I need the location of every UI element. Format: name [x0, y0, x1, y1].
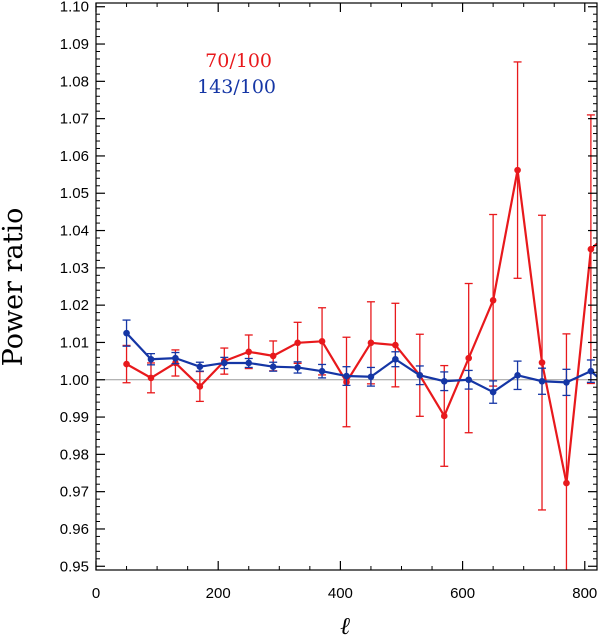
legend-entry-series-2: 143/100 [197, 76, 276, 98]
data-point [489, 297, 497, 304]
y-tick-label: 1.03 [60, 260, 89, 277]
data-point [538, 377, 546, 385]
y-tick-label: 0.98 [60, 446, 89, 463]
data-point [440, 377, 448, 385]
x-tick-label: 600 [450, 585, 475, 602]
data-point [514, 371, 521, 379]
data-point [489, 388, 497, 396]
data-point [343, 372, 350, 380]
data-point [514, 166, 521, 174]
data-point [440, 412, 448, 420]
y-tick-label: 1.06 [60, 148, 89, 165]
data-point [392, 341, 399, 349]
series-layer [122, 61, 597, 570]
data-point [465, 354, 472, 362]
x-tick-label: 800 [572, 585, 597, 602]
x-tick-label: 0 [92, 585, 100, 602]
data-point [465, 376, 472, 384]
data-point [318, 338, 326, 345]
y-tick-label: 0.96 [60, 521, 89, 538]
y-tick-label: 0.99 [60, 409, 89, 426]
y-tick-label: 0.97 [60, 484, 89, 501]
data-point [245, 359, 253, 367]
data-point [196, 363, 204, 371]
data-point [587, 245, 595, 253]
data-point [416, 371, 424, 379]
data-point [196, 383, 204, 390]
data-point [123, 329, 130, 337]
series-line [126, 169, 597, 485]
data-point [563, 379, 570, 386]
data-point [123, 360, 130, 368]
x-tick-label: 200 [206, 585, 231, 602]
series-2 [122, 319, 597, 404]
data-point [538, 359, 546, 366]
data-point [221, 359, 228, 367]
data-point [587, 367, 595, 375]
data-point [367, 339, 375, 347]
y-tick-label: 1.07 [60, 111, 89, 128]
plot-frame [95, 2, 598, 571]
x-axis-title: ℓ [340, 612, 350, 639]
data-point [367, 373, 375, 381]
data-point [392, 355, 399, 363]
y-tick-label: 1.04 [60, 223, 89, 240]
y-tick-label: 1.00 [60, 372, 89, 389]
y-axis-title: Power ratio [0, 208, 29, 367]
data-point [318, 367, 326, 375]
data-point [147, 374, 155, 382]
y-tick-label: 1.01 [60, 334, 89, 351]
data-point [294, 364, 301, 371]
data-point [269, 352, 277, 360]
data-point [245, 348, 253, 356]
series-1 [122, 61, 597, 570]
tick-layer: 0.95 0.96 0.97 0.98 0.99 1.00 1.01 1.02 1.03 1.04… [60, 0, 597, 602]
data-point [147, 355, 155, 363]
data-point [563, 479, 570, 487]
y-tick-label: 1.02 [60, 297, 89, 314]
legend-entry-series-1: 70/100 [205, 50, 272, 72]
y-tick-label: 1.05 [60, 185, 89, 202]
y-tick-label: 1.09 [60, 36, 89, 53]
data-point [294, 339, 301, 347]
data-point [172, 354, 179, 362]
y-tick-label: 0.95 [60, 558, 89, 575]
x-tick-label: 400 [328, 585, 353, 602]
y-tick-label: 1.10 [60, 0, 89, 16]
data-point [269, 363, 277, 371]
y-tick-label: 1.08 [60, 73, 89, 90]
